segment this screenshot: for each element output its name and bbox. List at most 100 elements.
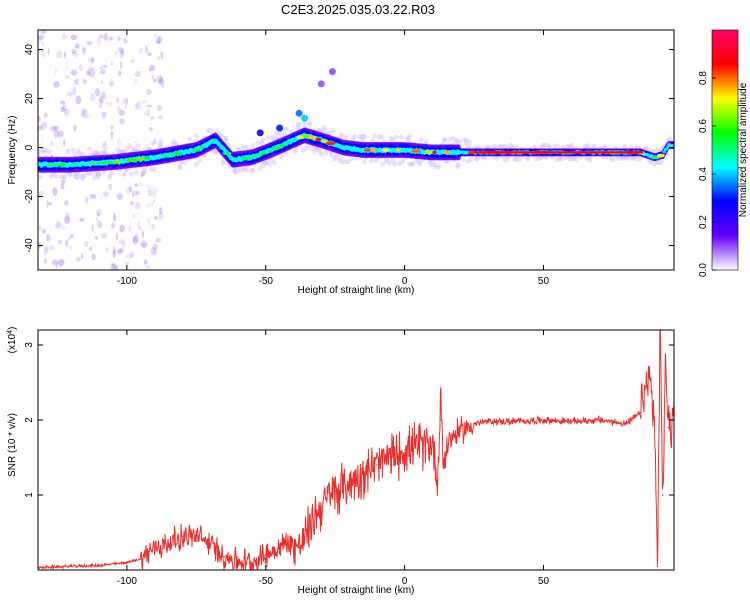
noise-speck — [88, 68, 96, 78]
halo-blob — [410, 161, 416, 167]
noise-speck — [41, 228, 47, 234]
snr-data-point — [667, 426, 670, 429]
halo-blob — [322, 125, 327, 131]
snr-data-point — [209, 543, 211, 545]
noise-speck — [128, 224, 132, 233]
halo-blob — [277, 130, 282, 136]
x-tick-label: 50 — [538, 276, 550, 287]
noise-speck — [60, 182, 65, 190]
spectrogram-panel: -100 -50 0 50 -40 -20 0 20 40 Height of straigh… — [7, 29, 675, 296]
noise-speck — [130, 59, 135, 63]
halo-blob — [622, 143, 627, 150]
snr-data-point — [626, 423, 628, 425]
noise-speck — [134, 233, 139, 243]
snr-data-point — [656, 565, 659, 568]
snr-data-point — [662, 494, 664, 496]
halo-blob — [87, 146, 93, 152]
noise-speck — [111, 262, 115, 266]
ridge-hotspot — [370, 148, 377, 152]
noise-speck — [82, 51, 86, 55]
ridge-hotspot — [270, 146, 281, 150]
noise-speck — [100, 232, 108, 239]
noise-speck — [63, 200, 69, 206]
noise-speck — [96, 220, 103, 229]
halo-blob — [95, 174, 101, 180]
halo-blob — [468, 156, 474, 162]
noise-speck — [148, 127, 153, 131]
noise-speck — [43, 251, 47, 257]
noise-speck — [63, 50, 67, 59]
snr-data-point — [126, 561, 128, 564]
spectrogram-x-axis: -100 -50 0 50 — [117, 30, 550, 287]
halo-blob — [318, 151, 324, 157]
halo-blob — [393, 134, 399, 140]
noise-speck — [144, 45, 149, 54]
ridge-band-core — [671, 144, 674, 148]
noise-speck — [110, 81, 114, 86]
ridge-hotspot — [101, 160, 108, 165]
halo-blob — [475, 155, 481, 161]
snr-data-point — [306, 531, 309, 534]
ridge-hotspot — [173, 151, 183, 155]
noise-speck — [81, 108, 87, 115]
noise-speck — [105, 247, 109, 253]
noise-speck — [128, 185, 132, 193]
spectrogram-frame — [37, 29, 675, 271]
noise-speck — [146, 108, 151, 118]
snr-data-point — [278, 546, 281, 549]
halo-blob — [360, 137, 366, 143]
ridge-hotspot — [301, 134, 311, 138]
halo-blob — [293, 147, 299, 153]
noise-speck — [113, 172, 116, 177]
noise-speck — [157, 56, 161, 60]
noise-speck — [117, 36, 122, 42]
halo-blob — [338, 134, 344, 140]
halo-blob — [392, 161, 397, 167]
noise-speck — [86, 40, 93, 46]
noise-speck — [108, 78, 114, 88]
noise-speck — [134, 183, 138, 187]
noise-speck — [125, 187, 132, 195]
halo-blob — [80, 151, 86, 158]
noise-speck — [90, 57, 95, 64]
noise-speck — [58, 239, 63, 245]
noise-speck — [43, 112, 48, 118]
snr-data-point — [473, 423, 475, 425]
halo-blob — [132, 146, 138, 152]
noise-speck — [146, 184, 152, 190]
halo-blob — [442, 136, 447, 142]
halo-blob — [513, 144, 519, 150]
peak-blob — [256, 129, 264, 137]
noise-speck — [132, 190, 135, 198]
snr-data-point — [570, 420, 572, 423]
noise-speck — [132, 213, 135, 219]
snr-data-point — [153, 546, 156, 549]
noise-speck — [111, 263, 117, 270]
x-tick-label: -100 — [117, 276, 137, 287]
halo-blob — [380, 161, 386, 167]
snr-data-point — [459, 430, 461, 433]
noise-speck — [82, 79, 88, 84]
ridge-hotspot — [651, 155, 658, 160]
noise-speck — [129, 251, 135, 258]
peak-blob — [295, 109, 303, 117]
noise-speck — [63, 215, 71, 224]
halo-blob — [243, 144, 249, 150]
halo-blob — [150, 140, 156, 146]
ridge-hotspot — [198, 145, 207, 149]
spectrogram-x-axis-label: Height of straight line (km) — [298, 285, 415, 296]
noise-speck — [86, 70, 91, 76]
halo-blob — [133, 169, 139, 175]
noise-speck — [134, 201, 141, 210]
colorbar: 0.0 0.2 0.4 0.6 0.8 Normalized spectral ampl… — [698, 29, 749, 277]
x-tick-label: -50 — [259, 276, 274, 287]
ridge-hotspot — [364, 148, 371, 152]
halo-blob — [193, 133, 199, 139]
peak-blob — [276, 124, 284, 132]
halo-blob — [152, 167, 158, 173]
snr-x-axis-label: Height of straight line (km) — [298, 585, 415, 596]
ridge-hotspot — [296, 135, 304, 140]
noise-speck — [133, 190, 138, 196]
noise-speck — [118, 109, 126, 117]
noise-speck — [38, 116, 41, 122]
